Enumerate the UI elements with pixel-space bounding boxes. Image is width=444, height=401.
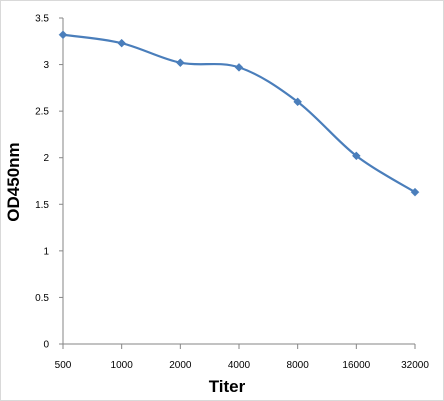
x-tick-label: 500 (55, 360, 72, 371)
x-axis: 500 1000 2000 4000 8000 16000 32000 (55, 343, 429, 371)
x-tick-label: 2000 (169, 360, 192, 371)
y-tick-label: 3 (43, 60, 49, 71)
x-tick-label: 16000 (342, 360, 370, 371)
y-tick-label: 1 (43, 246, 49, 257)
data-point-marker (175, 58, 185, 68)
data-point-marker (293, 97, 303, 107)
y-tick-label: 0 (43, 340, 49, 351)
x-tick-label: 1000 (111, 360, 134, 371)
y-tick-label: 2.5 (35, 107, 49, 118)
y-tick-label: 3.5 (35, 14, 49, 25)
y-tick-label: 2 (43, 153, 49, 164)
series-line (62, 33, 416, 194)
y-tick-label: 1.5 (35, 200, 49, 211)
x-tick-label: 4000 (228, 360, 251, 371)
data-point-marker (351, 151, 361, 161)
series-layer (58, 30, 420, 197)
x-axis-title: Titer (209, 377, 246, 396)
data-point-marker (117, 38, 127, 48)
y-axis-title: OD450nm (4, 142, 23, 221)
y-tick-label: 0.5 (35, 293, 49, 304)
x-tick-label: 32000 (401, 360, 429, 371)
data-point-marker (58, 30, 68, 40)
data-point-marker (410, 187, 420, 197)
y-axis: 0 0.5 1 1.5 2 2.5 3 3.5 (35, 14, 64, 351)
data-point-marker (234, 63, 244, 72)
x-tick-label: 8000 (287, 360, 310, 371)
